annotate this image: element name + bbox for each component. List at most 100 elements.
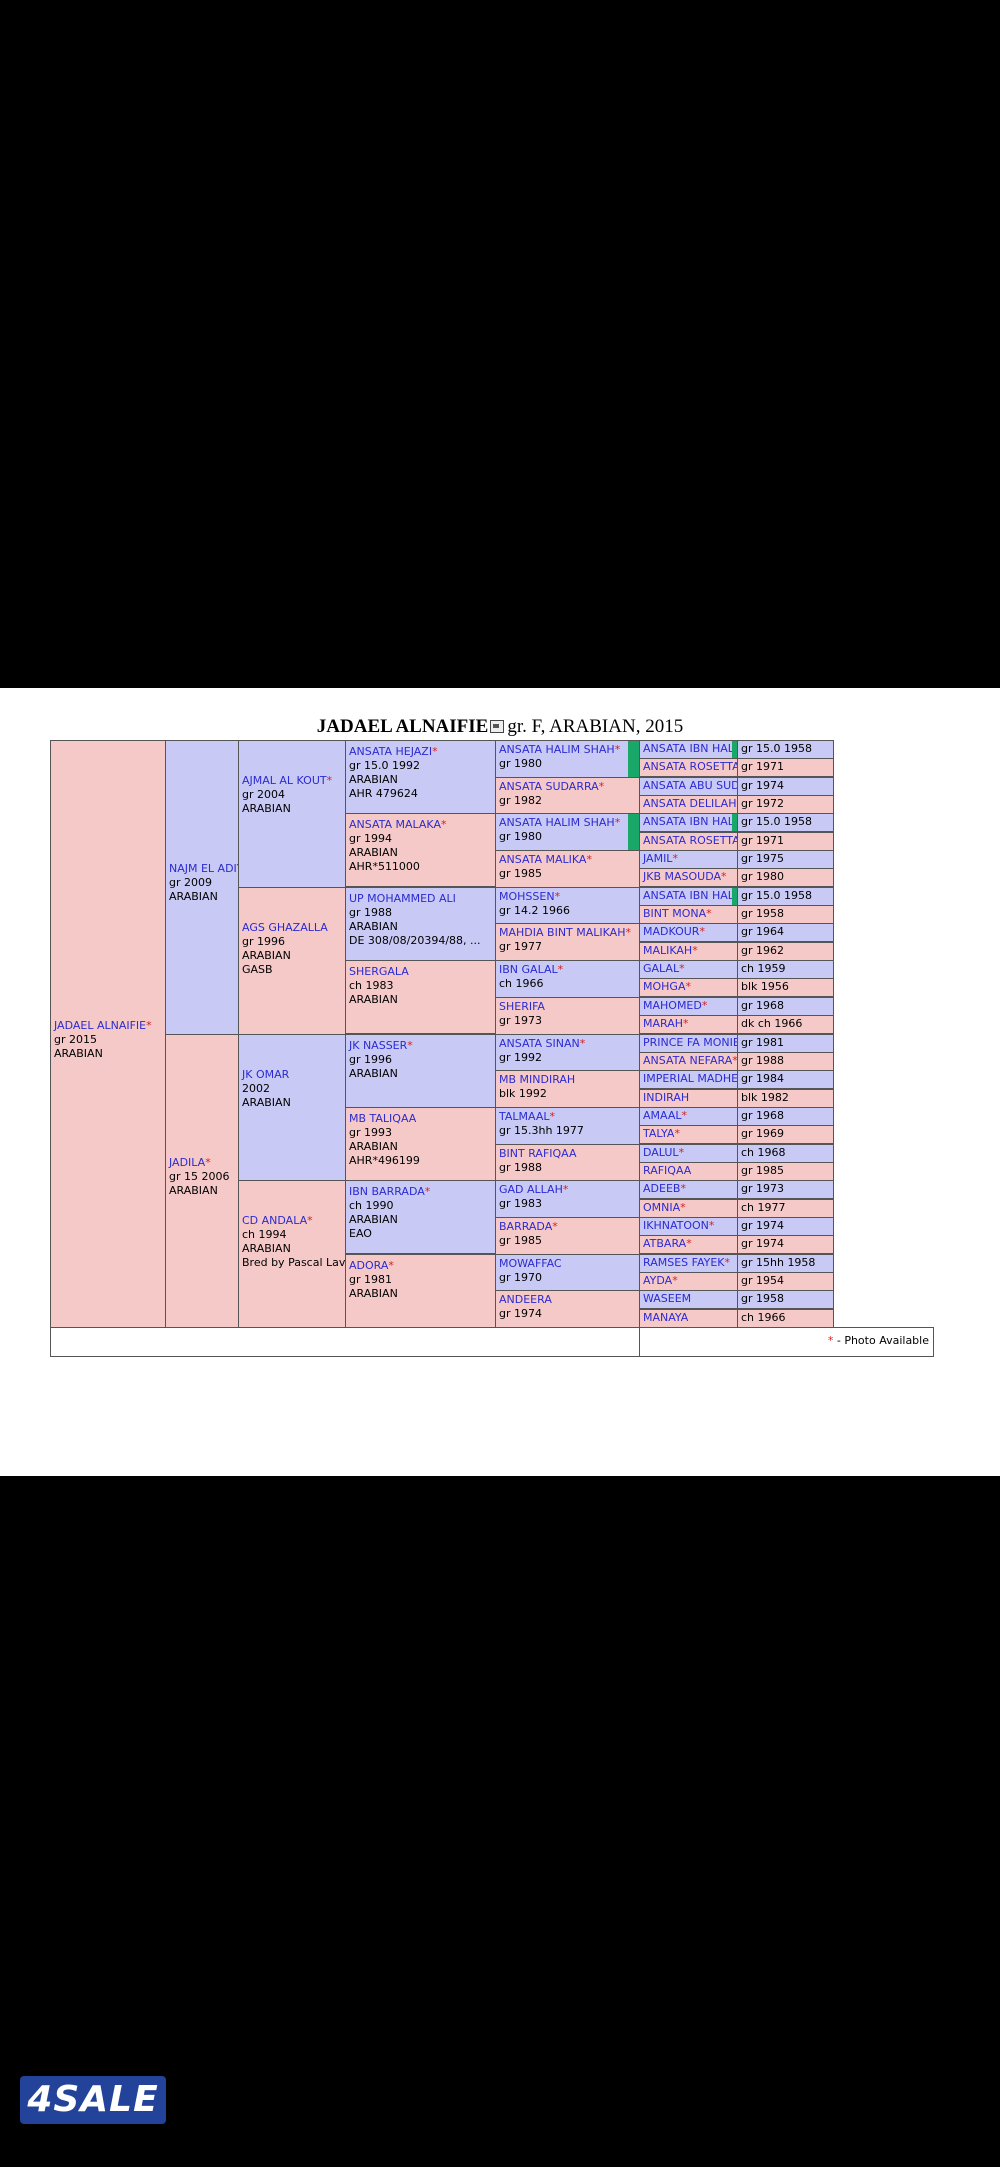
horse-name[interactable]: MOHSSEN [499,890,555,903]
horse-name[interactable]: ANSATA SINAN [499,1037,580,1050]
horse-name-link[interactable]: ANSATA DELILAH* [643,797,737,810]
horse-name-link[interactable]: ANSATA MALIKA* [499,853,636,867]
horse-name[interactable]: IBN BARRADA [349,1185,425,1198]
horse-name[interactable]: ADORA [349,1259,389,1272]
horse-name[interactable]: TALMAAL [499,1110,550,1123]
horse-name[interactable]: MARAH [643,1017,684,1030]
horse-name[interactable]: ANSATA HALIM SHAH [499,816,615,829]
horse-name[interactable]: ANSATA NEFARA [643,1054,733,1067]
horse-name[interactable]: IBN GALAL [499,963,558,976]
horse-name[interactable]: ANDEERA [499,1293,552,1306]
horse-name-link[interactable]: OMNIA* [643,1201,686,1214]
horse-name-link[interactable]: UP MOHAMMED ALI [349,892,492,906]
horse-name-link[interactable]: MARAH* [643,1017,689,1030]
horse-name[interactable]: RAMSES FAYEK [643,1256,725,1269]
horse-name[interactable]: IMPERIAL MADHEEN [643,1072,738,1085]
horse-name[interactable]: CD ANDALA [242,1214,308,1228]
horse-name[interactable]: ANSATA IBN HALIMA [643,742,737,755]
horse-name-link[interactable]: ANSATA ROSETTA* [643,834,738,847]
horse-name[interactable]: JADILA [169,1155,206,1169]
horse-name-link[interactable]: JK OMAR [242,1068,342,1082]
horse-name[interactable]: NAJM EL ADIYAT [169,861,238,875]
horse-name-link[interactable]: JK NASSER* [349,1039,492,1053]
horse-name-link[interactable]: JADILA* [169,1156,235,1170]
horse-name-link[interactable]: SHERIFA [499,1000,636,1014]
horse-name-link[interactable]: ANSATA HEJAZI* [349,745,492,759]
horse-name[interactable]: ADEEB [643,1182,681,1195]
horse-name-title[interactable]: JADAEL ALNAIFIE [316,716,489,737]
horse-name-link[interactable]: SHERGALA [349,965,492,979]
horse-name-link[interactable]: TALMAAL* [499,1110,636,1124]
horse-name[interactable]: ANSATA ABU SUDAN [643,779,737,792]
horse-name[interactable]: AGS GHAZALLA [242,921,328,935]
horse-name[interactable]: ANSATA ROSETTA [643,834,738,847]
horse-name-link[interactable]: ADEEB* [643,1182,686,1195]
horse-name-link[interactable]: MB MINDIRAH [499,1073,636,1087]
horse-name-link[interactable]: ANDEERA [499,1293,636,1307]
horse-name[interactable]: MAHOMED [643,999,702,1012]
app-logo[interactable]: 4SALE [20,2076,166,2124]
horse-name-link[interactable]: BARRADA* [499,1220,636,1234]
horse-name[interactable]: ATBARA [643,1237,687,1250]
horse-name[interactable]: MB TALIQAA [349,1112,417,1125]
horse-name-link[interactable]: JAMIL* [643,852,678,865]
horse-name[interactable]: IKHNATOON [643,1219,709,1232]
horse-name-link[interactable]: RAFIQAA [643,1164,691,1177]
horse-name-link[interactable]: NAJM EL ADIYAT [169,862,238,876]
horse-name[interactable]: MALIKAH [643,944,693,957]
horse-name-link[interactable]: RAMSES FAYEK* [643,1256,730,1269]
horse-name[interactable]: MADKOUR [643,925,700,938]
horse-name-link[interactable]: GAD ALLAH* [499,1183,636,1197]
horse-name-link[interactable]: AYDA* [643,1274,678,1287]
horse-name[interactable]: GALAL [643,962,680,975]
horse-name[interactable]: SHERIFA [499,1000,545,1013]
horse-name-link[interactable]: MOWAFFAC [499,1257,636,1271]
horse-name[interactable]: JK OMAR [242,1068,290,1082]
horse-name-link[interactable]: BINT MONA* [643,907,712,920]
horse-name[interactable]: JADAEL ALNAIFIE [54,1018,147,1032]
horse-name[interactable]: PRINCE FA MONIET [643,1036,738,1049]
horse-name-link[interactable]: INDIRAH [643,1091,689,1104]
horse-name-link[interactable]: IBN GALAL* [499,963,636,977]
horse-name[interactable]: BINT RAFIQAA [499,1147,577,1160]
horse-name[interactable]: MB MINDIRAH [499,1073,576,1086]
horse-name[interactable]: ANSATA HALIM SHAH [499,743,615,756]
horse-name[interactable]: GAD ALLAH [499,1183,563,1196]
horse-name-link[interactable]: ANSATA IBN HALIMA* [643,742,737,755]
horse-name[interactable]: MOWAFFAC [499,1257,562,1270]
horse-name[interactable]: AJMAL AL KOUT [242,774,327,788]
horse-name-link[interactable]: MB TALIQAA [349,1112,492,1126]
horse-name[interactable]: ANSATA IBN HALIMA [643,815,737,828]
horse-name-link[interactable]: ANSATA NEFARA* [643,1054,737,1067]
horse-name-link[interactable]: JKB MASOUDA* [643,870,727,883]
horse-name-link[interactable]: MANAYA [643,1311,688,1324]
horse-name[interactable]: ANSATA MALAKA [349,818,441,831]
horse-name-link[interactable]: AMAAL* [643,1109,687,1122]
horse-name-link[interactable]: WASEEM [643,1292,691,1305]
horse-name[interactable]: ANSATA DELILAH [643,797,737,810]
horse-name[interactable]: ANSATA MALIKA [499,853,587,866]
horse-name-link[interactable]: IBN BARRADA* [349,1185,492,1199]
horse-name-link[interactable]: DALUL* [643,1146,684,1159]
horse-name-link[interactable]: CD ANDALA* [242,1214,342,1228]
horse-name-link[interactable]: ANSATA ABU SUDAN* [643,779,737,792]
horse-name-link[interactable]: JADAEL ALNAIFIE* [54,1019,162,1033]
horse-name-link[interactable]: ADORA* [349,1259,492,1273]
horse-name-link[interactable]: MADKOUR* [643,925,705,938]
horse-name[interactable]: UP MOHAMMED ALI [349,892,456,905]
horse-name[interactable]: TALYA [643,1127,675,1140]
horse-name-link[interactable]: AJMAL AL KOUT* [242,774,342,788]
horse-name-link[interactable]: MAHOMED* [643,999,707,1012]
horse-name-link[interactable]: TALYA* [643,1127,680,1140]
horse-name[interactable]: WASEEM [643,1292,692,1305]
horse-name[interactable]: ANSATA HEJAZI [349,745,433,758]
horse-name[interactable]: MANAYA [643,1311,689,1324]
horse-name-link[interactable]: ANSATA ROSETTA* [643,760,737,773]
horse-name-link[interactable]: PRINCE FA MONIET* [643,1036,738,1049]
horse-name[interactable]: INDIRAH [643,1091,690,1104]
horse-name[interactable]: JKB MASOUDA [643,870,722,883]
horse-name-link[interactable]: MOHGA* [643,980,691,993]
horse-name-link[interactable]: MALIKAH* [643,944,698,957]
horse-name-link[interactable]: IKHNATOON* [643,1219,714,1232]
horse-name-link[interactable]: ATBARA* [643,1237,692,1250]
